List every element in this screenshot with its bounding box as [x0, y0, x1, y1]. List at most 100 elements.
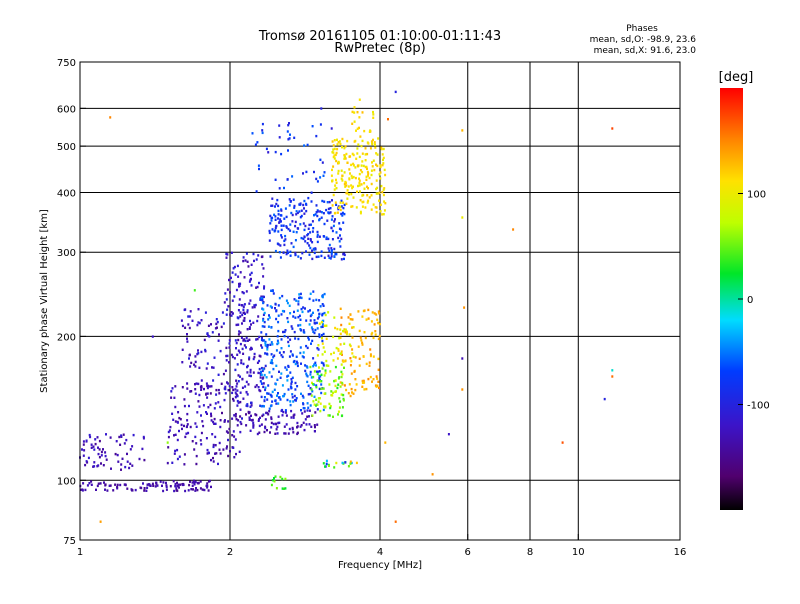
data-point — [313, 363, 316, 366]
data-point — [258, 418, 260, 421]
data-point — [235, 341, 238, 345]
data-point — [238, 284, 241, 287]
data-point — [261, 404, 264, 408]
data-point — [195, 462, 198, 466]
data-point — [151, 482, 154, 485]
data-point — [237, 374, 240, 377]
data-point — [294, 388, 297, 391]
data-point — [146, 483, 149, 486]
data-point — [337, 383, 340, 386]
data-point — [332, 359, 335, 362]
data-point — [335, 187, 338, 190]
data-point — [273, 480, 276, 483]
data-point — [333, 379, 336, 383]
data-point — [271, 479, 274, 482]
data-point — [120, 468, 122, 471]
data-point — [321, 199, 324, 203]
data-point — [351, 186, 354, 190]
data-point — [319, 402, 322, 405]
data-point — [90, 446, 93, 449]
data-point — [284, 366, 287, 369]
data-point — [194, 392, 197, 395]
data-point — [323, 392, 326, 395]
data-point — [355, 129, 357, 132]
data-point — [186, 412, 189, 416]
data-point — [321, 325, 324, 328]
data-point — [246, 260, 249, 263]
data-point — [267, 325, 270, 328]
data-point — [238, 303, 241, 306]
data-point — [358, 116, 361, 119]
data-point — [206, 482, 209, 485]
data-point — [188, 357, 190, 360]
data-point — [102, 448, 104, 451]
data-point — [262, 385, 265, 389]
y-tick-label: 200 — [57, 332, 76, 343]
data-point — [184, 435, 187, 439]
data-point — [291, 396, 294, 399]
stats-line-o: mean, sd,O: -98.9, 23.6 — [590, 35, 697, 45]
data-point — [377, 380, 380, 383]
data-point — [262, 368, 265, 371]
data-point — [309, 387, 312, 390]
data-point — [200, 414, 202, 417]
data-point — [316, 403, 319, 406]
data-point — [376, 318, 379, 321]
data-point — [268, 231, 271, 235]
data-point — [293, 204, 296, 208]
data-point — [173, 434, 175, 437]
data-point — [313, 430, 316, 433]
data-point — [340, 212, 343, 216]
data-point — [253, 304, 256, 307]
data-point — [387, 118, 389, 121]
data-point — [318, 299, 321, 302]
data-point — [332, 155, 335, 159]
data-point — [212, 456, 214, 460]
data-point — [315, 177, 318, 181]
data-point — [271, 204, 274, 207]
data-point — [371, 311, 374, 314]
data-point — [325, 364, 328, 367]
data-point — [285, 423, 288, 426]
data-point — [324, 465, 326, 468]
x-tick-label: 10 — [572, 547, 585, 558]
data-point — [320, 373, 323, 376]
data-point — [300, 307, 303, 311]
data-point — [325, 462, 328, 466]
data-point — [184, 489, 187, 493]
data-point — [237, 349, 240, 352]
data-point — [332, 391, 334, 394]
data-point — [90, 483, 93, 486]
data-point — [276, 394, 278, 397]
data-point — [194, 388, 197, 391]
data-point — [261, 263, 264, 266]
data-point — [333, 147, 336, 151]
data-point — [367, 199, 370, 202]
data-point — [167, 430, 170, 434]
data-point — [302, 406, 305, 410]
data-point — [251, 418, 254, 422]
data-point — [145, 489, 148, 492]
data-point — [371, 165, 374, 168]
data-point — [327, 207, 330, 211]
data-point — [95, 488, 97, 491]
data-point — [319, 409, 322, 413]
data-point — [333, 154, 336, 157]
data-point — [313, 331, 316, 335]
data-point — [246, 404, 249, 408]
data-point — [270, 483, 273, 487]
data-point — [333, 212, 336, 215]
data-point — [186, 423, 189, 426]
data-point — [332, 165, 335, 168]
data-point — [212, 460, 215, 463]
data-point — [224, 419, 226, 422]
data-point — [236, 382, 239, 385]
data-point — [83, 449, 86, 452]
data-point — [280, 214, 283, 217]
data-point — [348, 333, 351, 336]
data-point — [84, 463, 87, 467]
data-point — [286, 398, 289, 402]
data-point — [184, 326, 187, 329]
data-point — [243, 311, 246, 314]
